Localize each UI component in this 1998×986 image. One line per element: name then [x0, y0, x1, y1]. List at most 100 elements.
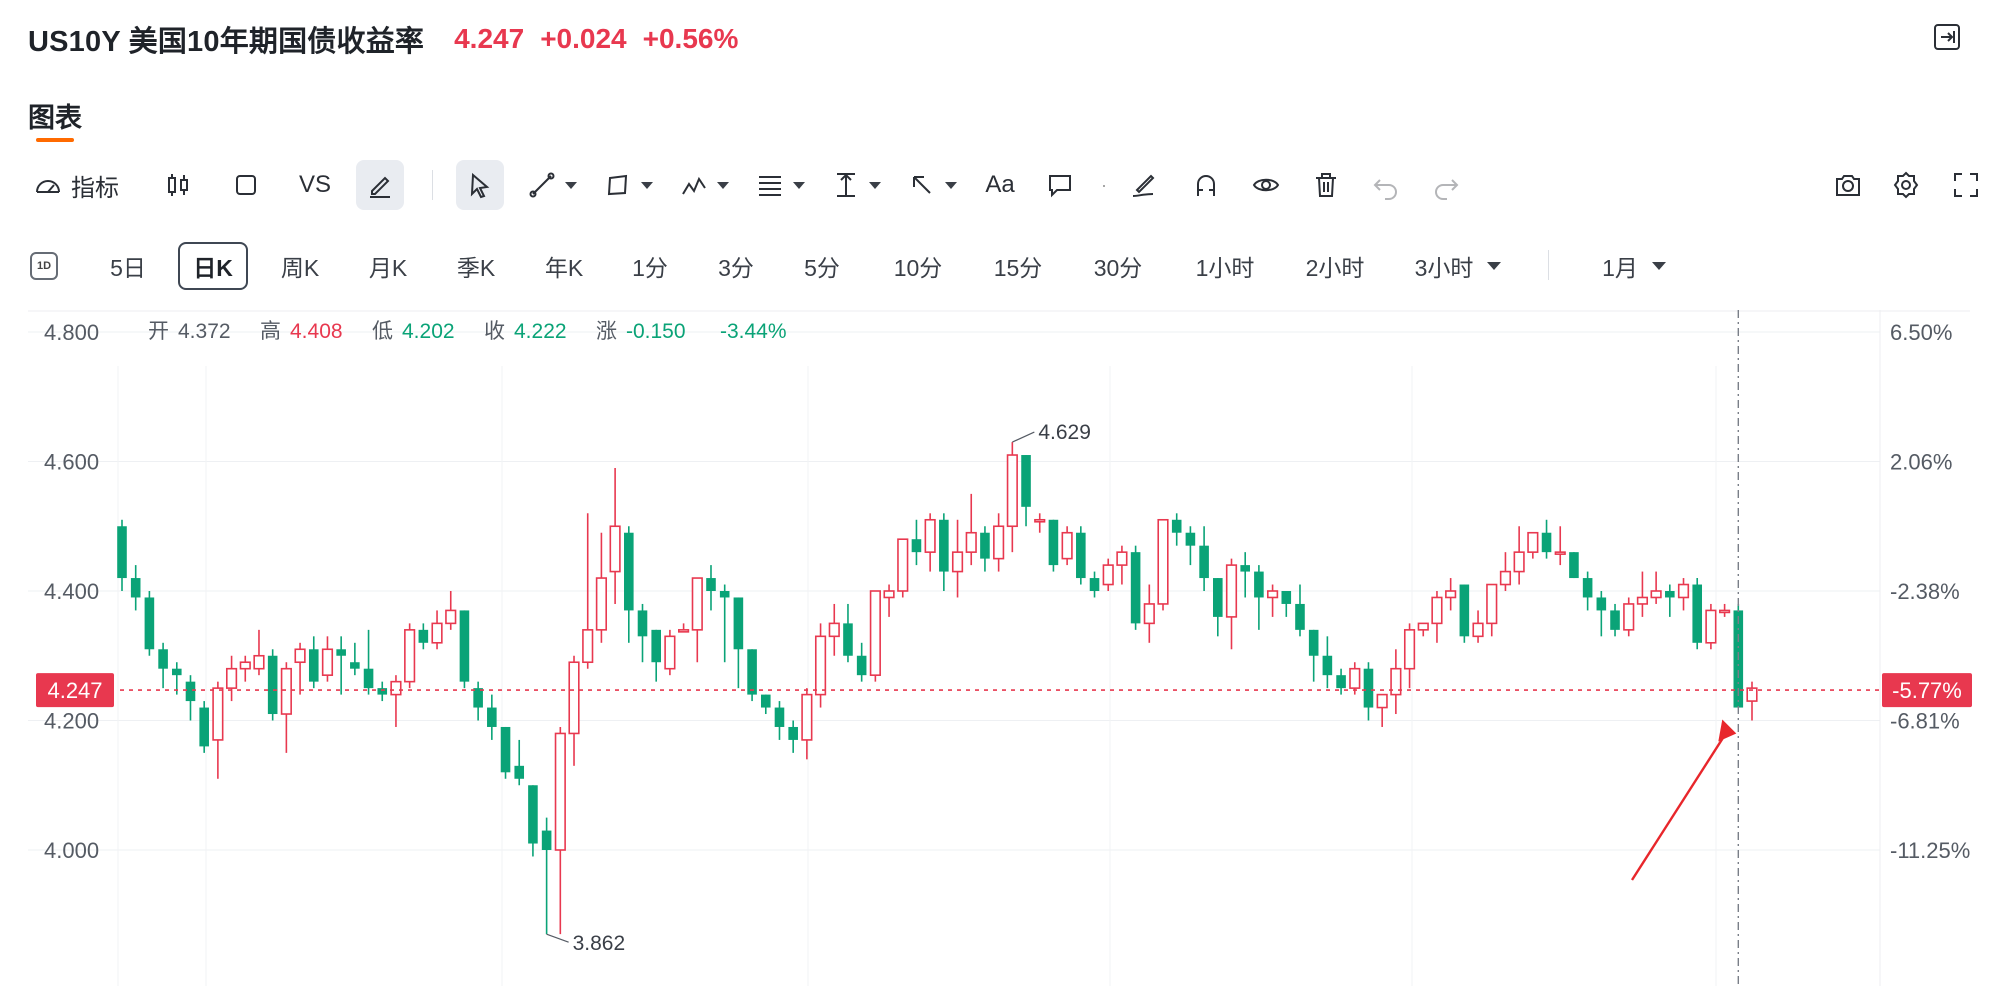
low-value: 4.202 — [402, 320, 455, 343]
candle-body-up — [1623, 603, 1635, 631]
period-daily[interactable]: 日K — [178, 242, 248, 290]
candle-body-down — [1199, 545, 1209, 579]
candle-body-down — [459, 610, 470, 682]
draw-pen-button[interactable] — [356, 160, 404, 210]
collapse-panel-icon[interactable] — [1932, 22, 1962, 52]
note-tool-button[interactable] — [1040, 160, 1080, 210]
square-icon — [236, 175, 256, 195]
candle-body-up — [1157, 518, 1169, 605]
redo-button[interactable] — [1426, 160, 1466, 210]
period-15min[interactable]: 15分 — [993, 255, 1043, 281]
max-value-label: 4.629 — [1038, 421, 1091, 444]
candle-body-down — [473, 688, 483, 708]
candle-body-up — [582, 629, 594, 664]
candle-body-down — [733, 597, 744, 650]
magnet-button[interactable] — [1186, 160, 1226, 210]
period-2h[interactable]: 2小时 — [1305, 255, 1365, 281]
y2-tick-label: -2.38% — [1890, 579, 1960, 604]
pattern-tool-button[interactable] — [674, 160, 734, 210]
erase-drawing-button[interactable] — [1124, 160, 1164, 210]
candle-body-down — [500, 726, 511, 773]
fullscreen-icon — [1954, 173, 1978, 197]
fullscreen-button[interactable] — [1946, 160, 1986, 210]
period-30min[interactable]: 30分 — [1093, 255, 1143, 281]
candle-body-up — [1445, 590, 1457, 599]
gauge-icon — [36, 180, 60, 193]
chart-frame-button[interactable] — [226, 160, 266, 210]
period-quarterly[interactable]: 季K — [456, 255, 496, 281]
candle-body-up — [678, 629, 690, 633]
candle-body-down — [1665, 591, 1675, 598]
candle-body-down — [377, 688, 388, 695]
candle-body-up — [993, 525, 1005, 560]
close-value: 4.222 — [514, 320, 567, 343]
price-change-pct: +0.56% — [642, 23, 739, 54]
indicator-button[interactable]: 指标 — [28, 160, 124, 210]
candle-body-down — [1213, 578, 1223, 617]
candle-body-down — [1582, 578, 1593, 598]
y-tick-label: 4.400 — [44, 579, 99, 604]
settings-button[interactable] — [1886, 160, 1926, 210]
candle-body-down — [1569, 552, 1579, 579]
candle-body-up — [801, 693, 813, 741]
period-10min[interactable]: 10分 — [893, 255, 943, 281]
shape-tool-button[interactable] — [598, 160, 658, 210]
period-yearly[interactable]: 年K — [544, 255, 584, 281]
candle-body-down — [158, 649, 168, 669]
period-1h[interactable]: 1小时 — [1195, 255, 1255, 281]
compare-vs-button[interactable]: VS — [298, 171, 331, 198]
candlestick-chart[interactable]: 4.800 6.50% 4.600 2.06% 4.400 -2.38% 4.200 -6.8… — [0, 310, 1998, 986]
high-label: 高 — [260, 320, 281, 343]
quote-values: 4.247 +0.024 +0.56% — [454, 23, 738, 55]
period-3min[interactable]: 3分 — [718, 255, 754, 281]
delete-button[interactable] — [1306, 160, 1346, 210]
candle-body-down — [528, 785, 538, 844]
period-1d-toggle[interactable]: 1D — [28, 242, 60, 290]
candle-body-up — [828, 622, 840, 638]
period-weekly[interactable]: 周K — [280, 255, 320, 281]
change-value: -0.150 — [626, 320, 686, 343]
candle-type-button[interactable] — [158, 160, 198, 210]
candle-body-up — [1677, 583, 1690, 599]
period-1min[interactable]: 1分 — [632, 255, 668, 281]
period-monthly[interactable]: 月K — [368, 255, 408, 281]
candle-body-down — [760, 694, 771, 708]
shape-icon — [607, 174, 628, 196]
candle-body-down — [171, 668, 182, 676]
candle-body-down — [1322, 655, 1333, 676]
annotation-arrow-head — [1718, 719, 1737, 742]
candle-body-up — [951, 551, 964, 573]
min-value-label: 3.862 — [573, 932, 626, 955]
candle-body-up — [1486, 583, 1498, 625]
candle-body-down — [1596, 597, 1607, 611]
measure-tool-button[interactable] — [826, 160, 886, 210]
text-tool-button[interactable]: Aa — [985, 171, 1015, 198]
screenshot-button[interactable] — [1828, 160, 1868, 210]
period-3h-dropdown[interactable]: 3小时 — [1402, 242, 1514, 290]
range-1m-dropdown[interactable]: 1月 — [1588, 242, 1680, 290]
undo-button[interactable] — [1366, 160, 1406, 210]
candle-body-up — [883, 590, 895, 599]
candle-body-down — [1076, 532, 1086, 579]
candle-body-up — [225, 667, 238, 689]
fib-tool-button[interactable] — [750, 160, 810, 210]
arrow-tool-button[interactable] — [902, 160, 962, 210]
price-change: +0.024 — [540, 23, 627, 54]
candle-body-up — [869, 590, 881, 676]
chevron-down-icon — [1651, 262, 1666, 270]
candle-body-up — [924, 518, 936, 553]
candle-body-down — [363, 668, 374, 689]
period-5d[interactable]: 5日 — [110, 255, 146, 281]
period-5min[interactable]: 5分 — [804, 255, 840, 281]
open-label: 开 — [148, 320, 169, 343]
visibility-button[interactable] — [1246, 160, 1286, 210]
candle-body-up — [1705, 609, 1717, 644]
redo-icon — [1435, 179, 1459, 200]
line-tool-button[interactable] — [522, 160, 582, 210]
undo-icon — [1373, 179, 1397, 200]
candle-body-up — [431, 622, 443, 644]
candle-body-up — [1225, 564, 1238, 618]
candle-body-down — [706, 578, 716, 591]
cursor-button[interactable] — [456, 160, 504, 210]
chart-tab[interactable]: 图表 — [28, 96, 82, 142]
